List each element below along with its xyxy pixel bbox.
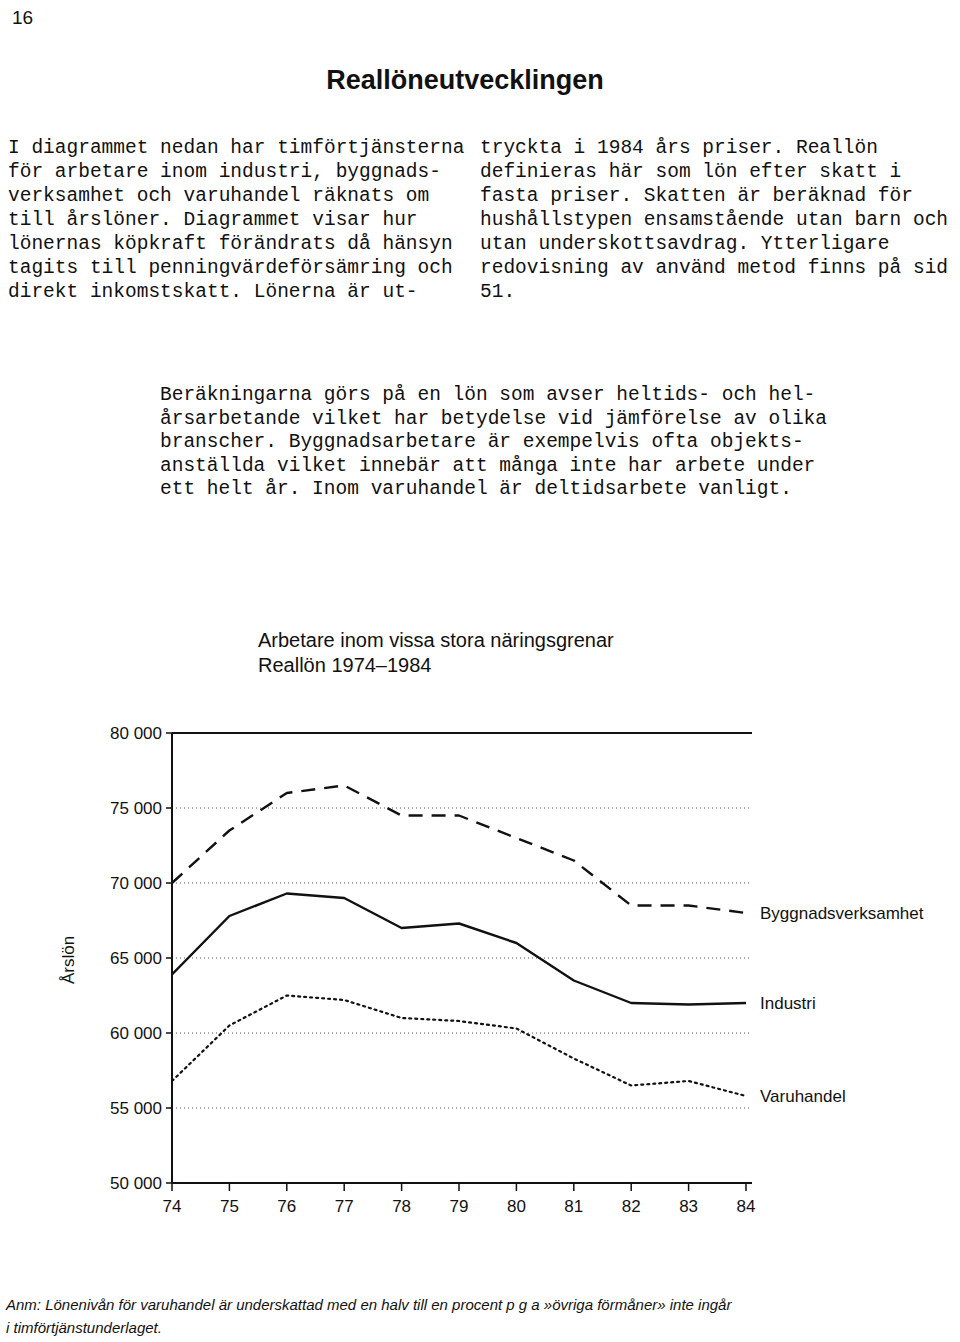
x-tick-label: 75 — [220, 1197, 239, 1216]
body-text: utan underskottsavdrag. Ytterligare — [480, 233, 890, 255]
x-tick-label: 79 — [450, 1197, 469, 1216]
body-text: för arbetare inom industri, byggnads- — [8, 161, 441, 183]
grid-line — [172, 883, 752, 884]
series-line — [172, 996, 746, 1097]
page-number: 16 — [12, 7, 33, 28]
page: 16 Reallöneutvecklingen I diagrammet nedan… — [0, 0, 960, 1342]
chart-title: Arbetare inom vissa stora näringsgrenar — [258, 629, 614, 651]
body-text: årsarbetande vilket har betydelse vid jä… — [160, 408, 827, 430]
y-tick-label: 70 000 — [110, 874, 162, 893]
y-axis — [171, 733, 173, 1183]
heading: Reallöneutvecklingen — [326, 65, 604, 95]
x-tick — [745, 1183, 747, 1191]
plot-area — [172, 786, 746, 1097]
x-tick — [401, 1183, 403, 1191]
x-tick — [229, 1183, 231, 1191]
x-tick-label: 83 — [679, 1197, 698, 1216]
note: Anm: Lönenivån för varuhandel är undersk… — [5, 1296, 732, 1313]
legend-label: Industri — [760, 994, 816, 1013]
y-tick-label: 65 000 — [110, 949, 162, 968]
y-tick-label: 50 000 — [110, 1174, 162, 1193]
x-tick — [458, 1183, 460, 1191]
body-text: tryckta i 1984 års priser. Reallön — [480, 137, 878, 159]
body-text: anställda vilket innebär att många inte … — [160, 455, 815, 477]
series-line — [172, 894, 746, 1005]
body-text: branscher. Byggnadsarbetare är exempelvi… — [160, 431, 804, 453]
x-axis — [172, 1182, 752, 1184]
x-tick-label: 77 — [335, 1197, 354, 1216]
x-tick — [286, 1183, 288, 1191]
body-text: definieras här som lön efter skatt i — [480, 161, 901, 183]
chart-subtitle: Reallön 1974–1984 — [258, 654, 432, 676]
series-line — [172, 786, 746, 914]
x-tick — [630, 1183, 632, 1191]
x-tick-label: 76 — [277, 1197, 296, 1216]
body-text: hushållstypen ensamstående utan barn och — [480, 209, 948, 231]
grid-line — [172, 1033, 752, 1034]
body-text: verksamhet och varuhandel räknats om — [8, 185, 429, 207]
body-text: redovisning av använd metod finns på sid — [480, 257, 948, 279]
x-tick — [343, 1183, 345, 1191]
y-tick-label: 60 000 — [110, 1024, 162, 1043]
grid-line — [172, 958, 752, 959]
x-tick — [688, 1183, 690, 1191]
x-tick — [171, 1183, 173, 1191]
y-tick-label: 75 000 — [110, 799, 162, 818]
body-text: I diagrammet nedan har timförtjänsterna — [8, 137, 465, 159]
body-text: lönernas köpkraft förändrats då hänsyn — [8, 233, 453, 255]
note: i timförtjänstunderlaget. — [6, 1319, 162, 1336]
body-text: 51. — [480, 281, 515, 303]
x-tick-label: 81 — [564, 1197, 583, 1216]
x-tick-label: 78 — [392, 1197, 411, 1216]
x-tick-label: 82 — [622, 1197, 641, 1216]
x-tick-label: 74 — [163, 1197, 182, 1216]
y-tick-label: 80 000 — [110, 724, 162, 743]
legend-label: Varuhandel — [760, 1087, 846, 1106]
plot-frame-top — [172, 732, 752, 734]
grid-line — [172, 1108, 752, 1109]
body-text: ett helt år. Inom varuhandel är deltidsa… — [160, 478, 792, 500]
x-tick-label: 80 — [507, 1197, 526, 1216]
grid-line — [172, 808, 752, 809]
x-tick-label: 84 — [737, 1197, 756, 1216]
body-text: fasta priser. Skatten är beräknad för — [480, 185, 913, 207]
body-text: till årslöner. Diagrammet visar hur — [8, 209, 418, 231]
body-text: tagits till penningvärdeförsämring och — [8, 257, 453, 279]
body-text: Beräkningarna görs på en lön som avser h… — [160, 384, 815, 406]
x-tick — [573, 1183, 575, 1191]
y-tick-label: 55 000 — [110, 1099, 162, 1118]
y-axis-label: Årslön — [59, 936, 78, 984]
legend-label: Byggnadsverksamhet — [760, 904, 924, 923]
body-text: direkt inkomstskatt. Lönerna är ut- — [8, 281, 418, 303]
x-tick — [516, 1183, 518, 1191]
